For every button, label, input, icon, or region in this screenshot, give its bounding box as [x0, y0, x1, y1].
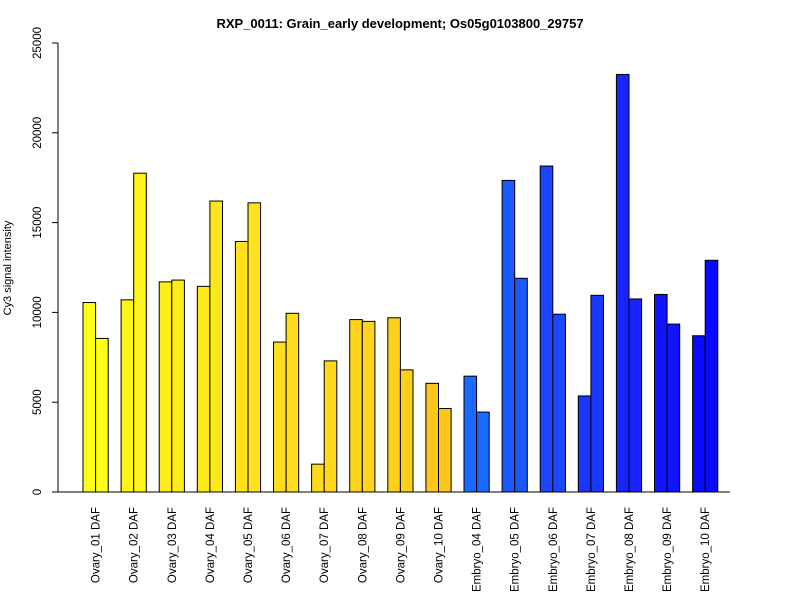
bar — [171, 279, 185, 493]
bar — [247, 202, 262, 493]
y-tick-label: 20000 — [32, 117, 44, 149]
y-axis-label: Cy3 signal intensity — [2, 220, 14, 315]
bar — [704, 259, 719, 493]
bar — [577, 395, 592, 493]
y-tick-label: 5000 — [32, 389, 44, 415]
bar — [349, 319, 363, 493]
bar — [361, 320, 376, 493]
bar — [234, 240, 249, 493]
x-tick-label: Ovary_07 DAF — [319, 507, 331, 583]
bar — [399, 369, 414, 493]
x-tick-label: Ovary_02 DAF — [129, 507, 141, 583]
x-tick-label: Embryo_08 DAF — [624, 507, 636, 592]
x-tick-label: Ovary_01 DAF — [91, 507, 103, 583]
bar — [666, 323, 681, 493]
bar — [82, 302, 97, 493]
y-tick-label: 25000 — [32, 27, 44, 59]
x-tick-label: Embryo_07 DAF — [586, 507, 598, 592]
bar — [615, 73, 630, 493]
bar — [133, 172, 147, 493]
bar — [425, 382, 439, 493]
x-tick-label: Embryo_05 DAF — [510, 507, 522, 592]
bar — [692, 335, 706, 493]
bar — [501, 179, 516, 493]
bar — [285, 312, 300, 493]
x-tick-label: Ovary_04 DAF — [205, 507, 217, 583]
x-tick-labels: Ovary_01 DAF Ovary_02 DAF Ovary_03 DAF Ovar… — [91, 507, 713, 592]
x-tick-label: Embryo_09 DAF — [662, 507, 674, 592]
x-tick-label: Ovary_09 DAF — [395, 507, 407, 583]
bar — [273, 341, 287, 493]
bar — [590, 294, 605, 493]
bar — [323, 360, 338, 493]
x-tick-label: Embryo_06 DAF — [548, 507, 560, 592]
bar — [209, 200, 223, 493]
y-tick-label: 15000 — [32, 207, 44, 239]
bar — [438, 407, 452, 493]
bar — [463, 375, 478, 493]
bars — [82, 73, 719, 493]
x-tick-label: Ovary_03 DAF — [167, 507, 179, 583]
x-tick-label: Ovary_10 DAF — [434, 507, 446, 583]
y-axis: 0 5000 10000 15000 20000 25000 — [32, 27, 59, 495]
bar — [539, 165, 554, 493]
bar — [514, 277, 528, 493]
bar — [476, 411, 490, 493]
x-tick-label: Ovary_05 DAF — [243, 507, 255, 583]
chart-title: RXP_0011: Grain_early development; Os05g… — [216, 16, 583, 31]
bar — [95, 337, 109, 493]
y-tick-label: 0 — [32, 489, 44, 495]
bar — [387, 317, 401, 493]
bar — [311, 463, 325, 493]
bar — [552, 313, 566, 493]
bar — [158, 281, 173, 493]
bar — [120, 299, 135, 493]
bar — [628, 298, 643, 493]
bar — [196, 285, 211, 493]
bar — [654, 293, 668, 493]
y-tick-label: 10000 — [32, 296, 44, 328]
x-tick-label: Embryo_10 DAF — [700, 507, 712, 592]
x-tick-label: Embryo_04 DAF — [472, 507, 484, 592]
x-tick-label: Ovary_06 DAF — [281, 507, 293, 583]
x-tick-label: Ovary_08 DAF — [357, 507, 369, 583]
